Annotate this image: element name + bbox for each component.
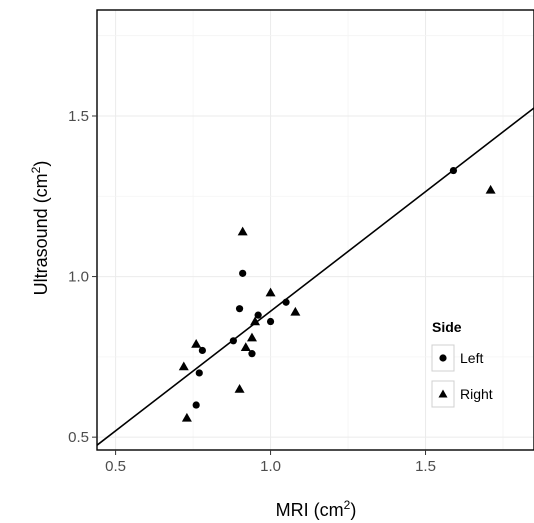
point-left: [248, 350, 256, 358]
point-right: [485, 184, 496, 194]
axis-ticks: 0.5 1.0 1.5 0.5 1.0 1.5: [68, 108, 436, 475]
legend-label-right: Right: [460, 386, 493, 402]
y-tick-label: 0.5: [68, 429, 89, 446]
point-right: [240, 342, 251, 351]
point-left: [266, 317, 275, 326]
x-tick-label: 1.0: [260, 458, 281, 475]
x-tick-label: 1.5: [415, 458, 436, 475]
point-right: [237, 226, 248, 236]
point-left: [239, 269, 247, 277]
y-axis-title: Ultrasound (cm2): [29, 161, 51, 296]
point-left: [235, 305, 244, 313]
legend: Side Left Right: [431, 319, 493, 408]
y-tick-label: 1.0: [68, 269, 89, 286]
point-left: [192, 401, 200, 409]
legend-label-left: Left: [460, 350, 483, 366]
point-right: [265, 287, 276, 297]
fit-line-group: [96, 107, 534, 446]
point-right: [234, 383, 245, 393]
point-right: [250, 316, 261, 326]
legend-title: Side: [432, 319, 462, 335]
point-left: [282, 298, 290, 306]
point-left: [254, 311, 262, 319]
point-right: [178, 361, 189, 371]
plot-border: [96, 9, 534, 451]
fit-line: [96, 107, 534, 446]
point-right: [246, 332, 257, 342]
point-left: [195, 369, 203, 377]
x-tick-label: 0.5: [105, 458, 126, 475]
point-right: [191, 339, 202, 348]
point-left: [229, 337, 237, 345]
x-axis-title: MRI (cm2): [276, 498, 357, 520]
legend-key-right-marker: [438, 389, 448, 398]
plot-panel: [97, 10, 534, 450]
point-left: [449, 166, 458, 175]
legend-key-left-marker: [439, 354, 447, 362]
point-left: [198, 346, 206, 355]
point-right: [181, 412, 192, 422]
point-right: [290, 306, 301, 316]
y-tick-label: 1.5: [68, 108, 89, 125]
data-points: [178, 166, 496, 422]
